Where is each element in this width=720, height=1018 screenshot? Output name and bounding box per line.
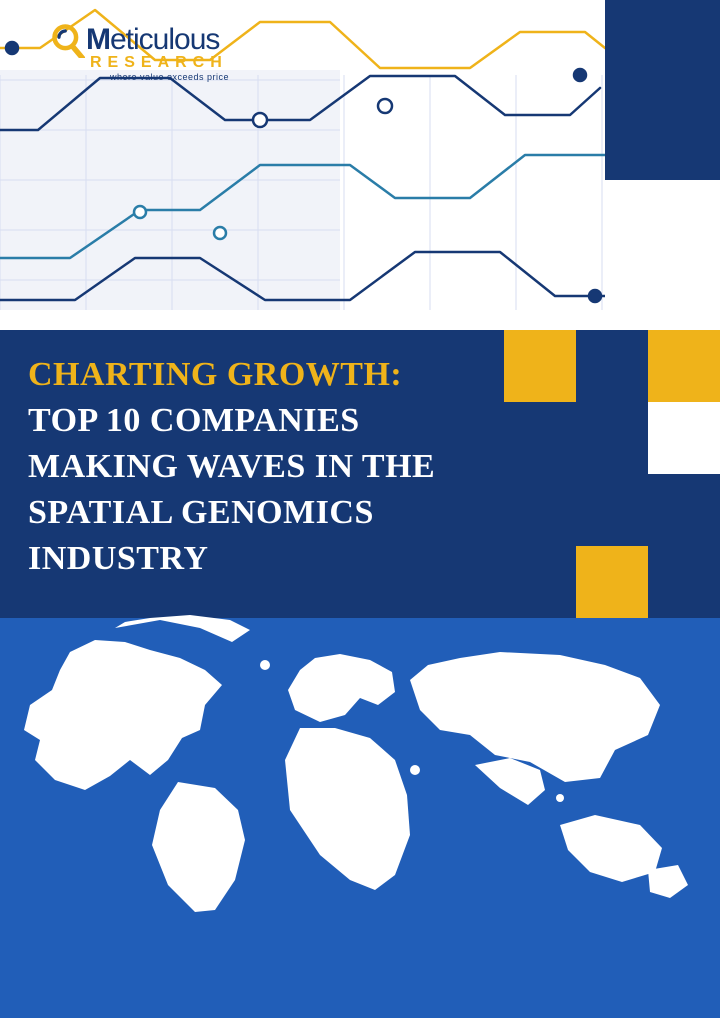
brand-prefix: M — [86, 23, 110, 56]
decor-square — [576, 330, 648, 402]
world-map — [0, 610, 720, 960]
decor-square — [576, 546, 648, 618]
decor-square — [504, 474, 576, 546]
decor-square — [648, 330, 720, 402]
decor-square — [648, 402, 720, 474]
brand-logo: Meticulous RESEARCH where value exceeds … — [50, 22, 290, 82]
brand-name: Meticulous — [86, 23, 219, 57]
decor-square — [576, 474, 648, 546]
top-right-navy-block — [605, 0, 720, 180]
decor-square — [648, 546, 720, 618]
decor-square — [648, 474, 720, 546]
decor-square — [576, 402, 648, 474]
decor-square — [504, 546, 576, 618]
magnifier-icon — [50, 22, 86, 58]
decor-square — [504, 330, 576, 402]
brand-subtitle: RESEARCH — [90, 54, 290, 72]
decor-square — [504, 402, 576, 474]
report-title: CHARTING GROWTH: TOP 10 COMPANIES MAKING… — [28, 352, 468, 581]
brand-rest: eticulous — [110, 23, 219, 56]
title-accent-line: CHARTING GROWTH: — [28, 356, 402, 393]
brand-tagline: where value exceeds price — [110, 72, 290, 82]
title-main-lines: TOP 10 COMPANIES MAKING WAVES IN THE SPA… — [28, 402, 435, 577]
